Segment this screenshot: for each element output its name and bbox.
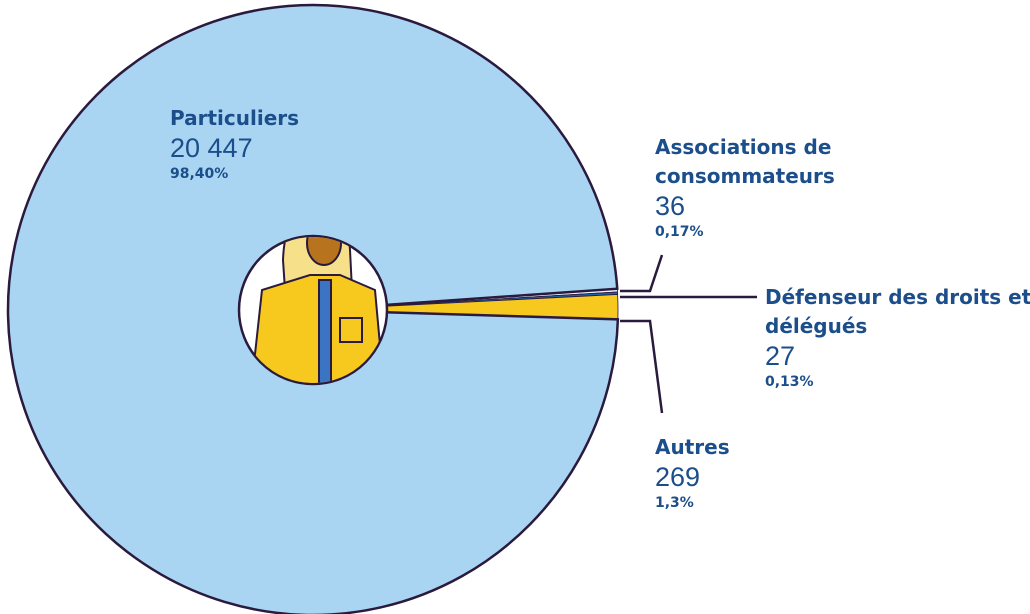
count-label: 20 447 — [170, 133, 253, 163]
slice-label: Autres 269 1,3% — [655, 433, 855, 514]
category-label: Particuliers — [170, 106, 300, 130]
slice-label: Défenseur des droits et délégués 27 0,13% — [765, 283, 1030, 393]
leader-line — [620, 254, 664, 293]
category-label: Autres — [655, 435, 730, 459]
slice-label: Particuliers 20 447 98,40% — [170, 104, 370, 185]
slice-label: Associations de consommateurs 36 0,17% — [655, 133, 875, 243]
count-label: 27 — [765, 341, 796, 371]
value-label: 1,3% — [655, 495, 694, 511]
value-label: 98,40% — [170, 166, 229, 182]
count-label: 36 — [655, 191, 686, 221]
value-label: 0,17% — [655, 224, 704, 240]
category-label: Défenseur des droits et délégués — [765, 285, 1030, 338]
leader-lines — [620, 254, 757, 414]
category-label: Associations de consommateurs — [655, 135, 835, 188]
leader-line — [620, 319, 664, 414]
center-illustration — [237, 234, 389, 386]
value-label: 0,13% — [765, 374, 814, 390]
count-label: 269 — [655, 462, 701, 492]
